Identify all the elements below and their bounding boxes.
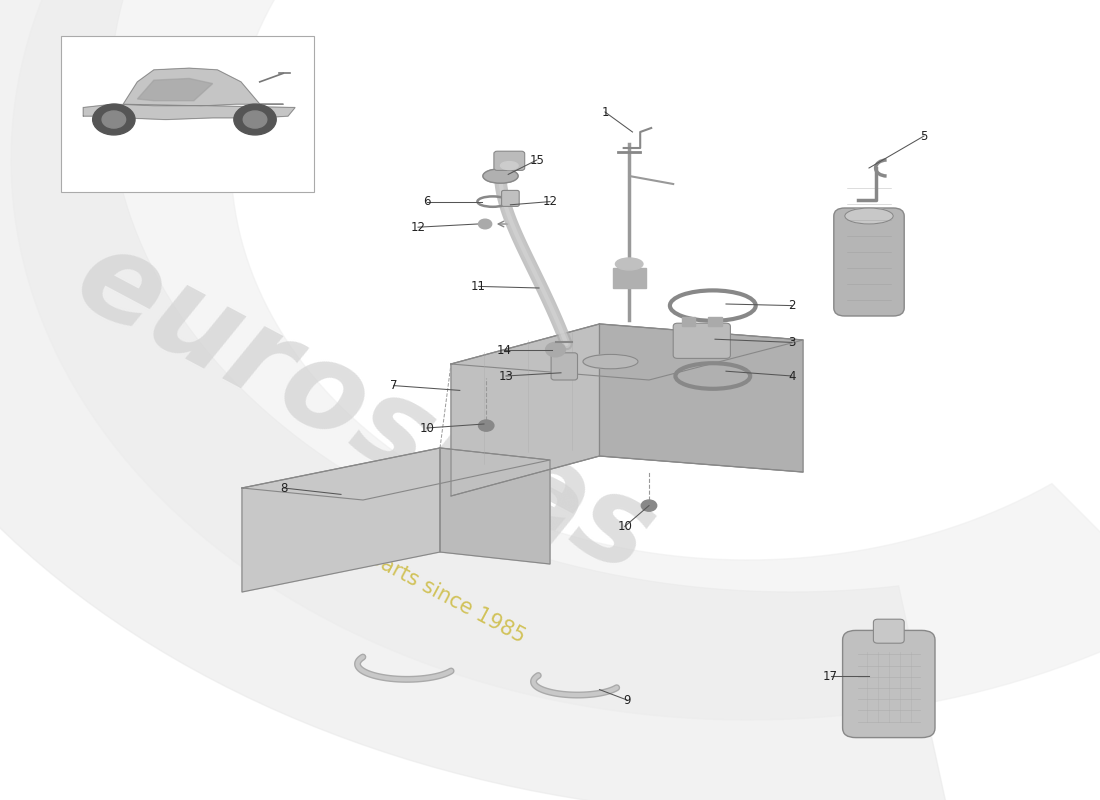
Text: 4: 4 [789,370,795,382]
Text: 1: 1 [602,106,608,118]
Bar [708,317,722,326]
Text: 3: 3 [789,336,795,349]
Ellipse shape [500,162,518,170]
Ellipse shape [615,258,642,270]
Ellipse shape [845,208,893,224]
Bar [60,36,314,192]
Text: eurospa: eurospa [57,218,603,582]
Text: 13: 13 [498,370,514,382]
FancyBboxPatch shape [551,353,578,380]
Circle shape [478,420,494,431]
Circle shape [243,111,267,128]
Polygon shape [600,324,803,472]
Ellipse shape [583,354,638,369]
Bar [613,268,646,288]
Polygon shape [0,0,947,800]
Polygon shape [138,78,212,101]
Circle shape [641,500,657,511]
FancyBboxPatch shape [873,619,904,643]
Text: 2: 2 [789,299,795,312]
Circle shape [478,219,492,229]
FancyBboxPatch shape [502,190,519,206]
Text: 8: 8 [280,482,287,494]
Circle shape [234,104,276,135]
Polygon shape [451,324,600,496]
Polygon shape [11,0,1100,720]
Circle shape [92,104,135,135]
Ellipse shape [483,169,518,183]
FancyBboxPatch shape [843,630,935,738]
Text: res: res [427,394,673,598]
Text: 15: 15 [529,154,544,166]
Polygon shape [242,448,440,592]
Polygon shape [451,324,803,380]
Text: 9: 9 [624,694,630,706]
FancyBboxPatch shape [494,151,525,170]
Text: 12: 12 [542,195,558,208]
Text: 10: 10 [419,422,435,434]
Text: 10: 10 [617,520,632,533]
Text: 7: 7 [390,379,397,392]
Text: 12: 12 [410,221,426,234]
Text: 6: 6 [424,195,430,208]
FancyBboxPatch shape [834,208,904,316]
Text: 11: 11 [471,280,486,293]
Circle shape [546,342,565,357]
Circle shape [102,111,125,128]
Text: 17: 17 [823,670,838,682]
Polygon shape [242,448,550,500]
Bar [682,317,695,326]
FancyBboxPatch shape [673,323,730,358]
Polygon shape [440,448,550,564]
Polygon shape [84,68,295,119]
Text: 14: 14 [496,344,512,357]
Text: a passion for parts since 1985: a passion for parts since 1985 [241,482,529,646]
Text: 5: 5 [921,130,927,142]
